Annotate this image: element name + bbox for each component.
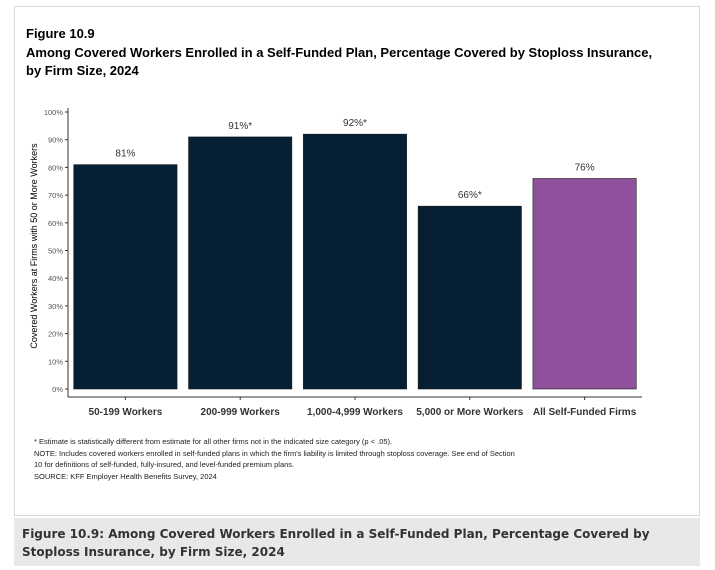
y-tick-label: 40% (48, 274, 63, 283)
figure-title: Among Covered Workers Enrolled in a Self… (26, 45, 653, 78)
y-tick-label: 70% (48, 191, 63, 200)
y-tick-label: 60% (48, 219, 63, 228)
bar-chart: 0% 10% 20% 30% 40% 50% 60% 70% 80% 90% 100% 81% 91%… (29, 108, 642, 418)
bars: 81% 91%* 92%* 66%* 76% (73, 118, 637, 390)
bar-5 (532, 178, 637, 390)
data-label: 91%* (228, 121, 252, 132)
bar-1 (73, 164, 178, 390)
y-tick-label: 50% (48, 247, 63, 256)
y-tick-label: 0% (52, 385, 63, 394)
y-tick-label: 80% (48, 163, 63, 172)
bar-2 (188, 136, 293, 390)
y-tick-label: 30% (48, 302, 63, 311)
figure-caption: Figure 10.9: Among Covered Workers Enrol… (14, 518, 700, 566)
figure-label: Figure 10.9 (26, 26, 95, 41)
data-label: 81% (115, 149, 135, 160)
y-tick-label: 100% (44, 108, 64, 117)
note-text-line-1: NOTE: Includes covered workers enrolled … (34, 448, 515, 458)
figure-notes: * Estimate is statistically different fr… (34, 436, 674, 482)
data-label: 92%* (343, 118, 367, 129)
y-axis-label: Covered Workers at Firms with 50 or More… (29, 143, 39, 349)
estimate-note: * Estimate is statistically different fr… (34, 437, 393, 446)
source-note: SOURCE: KFF Employer Health Benefits Sur… (34, 471, 217, 481)
y-axis: 0% 10% 20% 30% 40% 50% 60% 70% 80% 90% 100% (44, 108, 69, 397)
bar-3 (303, 133, 407, 390)
x-tick-label: All Self-Funded Firms (533, 407, 637, 418)
data-label: 76% (575, 162, 595, 173)
x-axis: 50-199 Workers 200-999 Workers 1,000-4,999… (68, 396, 642, 418)
x-tick-label: 200-999 Workers (201, 407, 281, 418)
y-tick-label: 10% (48, 357, 63, 366)
bar-4 (417, 205, 522, 390)
data-label: 66%* (458, 190, 482, 201)
x-tick-label: 50-199 Workers (89, 407, 163, 418)
note-text-line-2: 10 for definitions of self-funded, fully… (34, 460, 295, 469)
y-tick-label: 90% (48, 136, 63, 145)
y-tick-label: 20% (48, 330, 63, 339)
x-tick-label: 1,000-4,999 Workers (307, 407, 403, 418)
x-tick-label: 5,000 or More Workers (416, 407, 524, 418)
